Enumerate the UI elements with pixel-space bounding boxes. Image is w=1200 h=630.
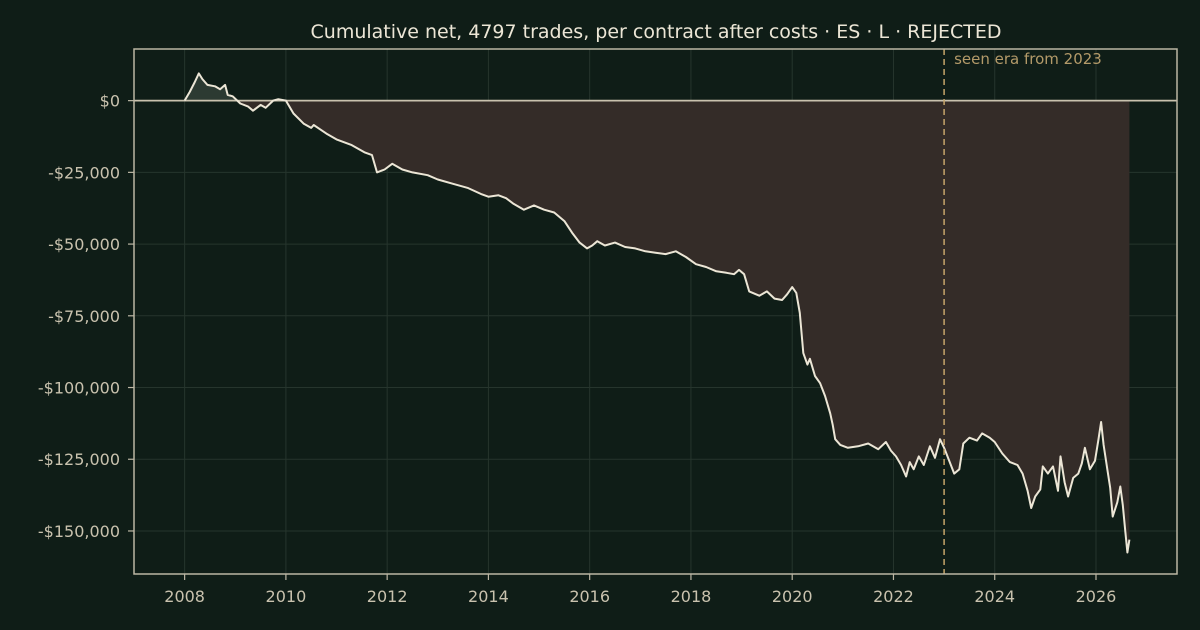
plot-frame [133, 48, 1178, 575]
y-tick-label: -$100,000 [38, 379, 120, 398]
x-tick-label: 2016 [569, 587, 610, 606]
y-tick-label: -$150,000 [38, 522, 120, 541]
y-tick-label: $0 [100, 92, 120, 111]
x-tick-label: 2024 [974, 587, 1015, 606]
x-tick-label: 2022 [873, 587, 914, 606]
chart-title: Cumulative net, 4797 trades, per contrac… [311, 21, 1002, 43]
cumulative-net-line [183, 72, 1131, 554]
x-tick-label: 2012 [367, 587, 408, 606]
y-tick-label: -$75,000 [48, 307, 120, 326]
y-tick-label: -$25,000 [48, 163, 120, 182]
y-tick-label: -$125,000 [38, 450, 120, 469]
x-tick-label: 2010 [266, 587, 307, 606]
x-tick-label: 2018 [671, 587, 712, 606]
y-tick-label: -$50,000 [48, 235, 120, 254]
x-tick-label: 2020 [772, 587, 813, 606]
x-tick-label: 2026 [1076, 587, 1117, 606]
annotation-layer: seen era from 2023 [943, 49, 1102, 574]
era-annotation-label: seen era from 2023 [954, 50, 1102, 68]
x-tick-label: 2008 [164, 587, 205, 606]
area-below-zero [237, 100, 1130, 553]
series-layer [183, 72, 1131, 554]
x-tick-label: 2014 [468, 587, 509, 606]
axes: 2008 2010 2012 2014 2016 2018 2020 2022 2024 2026… [38, 48, 1178, 606]
area-fill [184, 73, 1130, 553]
